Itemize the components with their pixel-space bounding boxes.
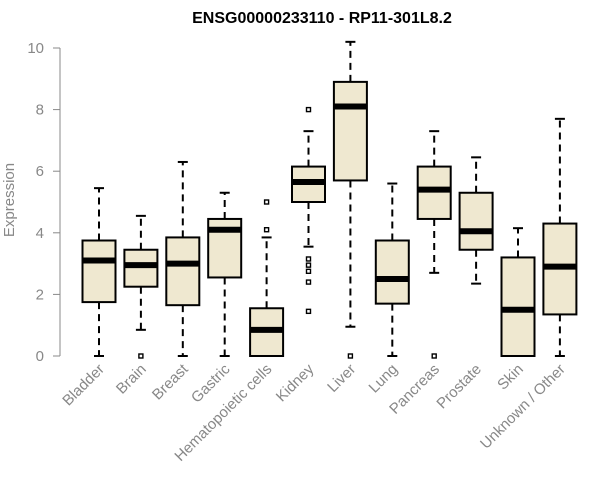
outlier-point	[263, 199, 270, 205]
y-tick-label: 0	[36, 348, 44, 365]
y-tick-label: 10	[27, 40, 44, 57]
box-skin	[500, 227, 536, 357]
y-axis: 0 2 4 6 8 10	[27, 40, 61, 365]
iqr-box	[500, 256, 536, 357]
outlier-point	[305, 279, 312, 285]
x-tick-label: Breast	[149, 360, 192, 403]
outlier-point	[138, 353, 144, 359]
iqr-box	[123, 248, 159, 288]
box-unknown-other	[542, 117, 578, 357]
outlier-point	[305, 268, 312, 274]
iqr-box	[81, 239, 117, 304]
plot-area	[81, 40, 578, 359]
x-tick-label: Liver	[324, 361, 359, 396]
outlier-point	[431, 353, 437, 359]
box-gastric	[207, 191, 243, 357]
iqr-box	[332, 80, 368, 182]
box-breast	[165, 160, 201, 357]
outlier-point	[347, 353, 354, 359]
iqr-box	[458, 191, 494, 251]
x-tick-label: Kidney	[273, 360, 318, 405]
x-tick-label: Lung	[366, 361, 402, 397]
x-tick-label: Bladder	[59, 361, 108, 410]
iqr-box	[374, 239, 410, 305]
box-lung	[374, 182, 410, 357]
outlier-point	[263, 227, 270, 233]
y-tick-label: 8	[36, 102, 44, 119]
y-tick-label: 6	[36, 163, 44, 180]
y-tick-label: 2	[36, 286, 44, 303]
box-pancreas	[416, 130, 452, 359]
chart-title: ENSG00000233110 - RP11-301L8.2	[192, 10, 452, 27]
outlier-point	[305, 256, 312, 262]
y-tick-label: 4	[36, 225, 44, 242]
outlier-point	[305, 308, 312, 315]
box-liver	[332, 40, 368, 359]
x-tick-label: Prostate	[433, 361, 485, 413]
box-brain	[123, 214, 159, 359]
box-prostate	[458, 156, 494, 285]
iqr-box	[165, 236, 201, 307]
box-bladder	[81, 187, 117, 357]
x-tick-label: Skin	[494, 361, 527, 394]
iqr-box	[416, 165, 452, 220]
y-axis-label: Expression	[1, 163, 18, 237]
box-kidney	[291, 106, 326, 315]
outlier-point	[305, 106, 312, 113]
x-tick-label: Brain	[113, 361, 150, 398]
box-hematopoietic-cells	[249, 199, 285, 358]
outlier-point	[305, 262, 312, 268]
